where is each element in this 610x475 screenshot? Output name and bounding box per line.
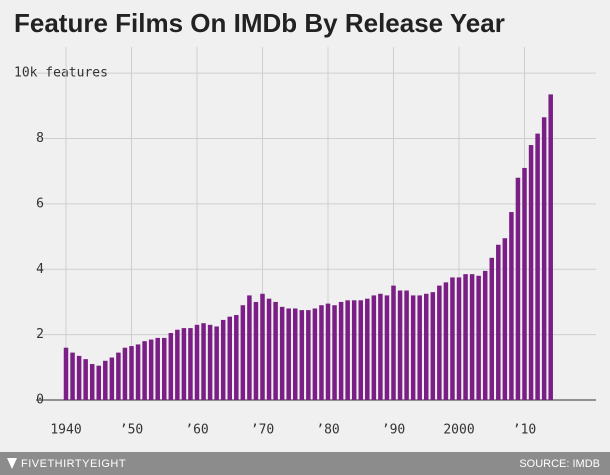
bar (188, 328, 193, 400)
bar (89, 364, 95, 400)
bar (430, 292, 436, 400)
bar (129, 346, 134, 400)
bar (489, 257, 494, 400)
bar (162, 337, 167, 400)
bar (135, 344, 141, 400)
bar (201, 323, 206, 400)
bar (391, 285, 396, 400)
logo (7, 458, 17, 469)
x-tick-label: ’10 (513, 423, 536, 438)
x-tick-label: ’80 (316, 423, 339, 438)
bar (345, 300, 350, 400)
bar (338, 301, 344, 400)
x-tick-label: 2000 (443, 423, 474, 438)
bar (378, 293, 383, 400)
bar (437, 285, 442, 400)
bar (410, 295, 416, 400)
bar (306, 310, 311, 400)
y-tick-label: 10k features (14, 66, 108, 81)
bar (469, 274, 475, 400)
bar (509, 212, 514, 400)
bar (365, 298, 370, 400)
x-tick-label: ’50 (120, 423, 143, 438)
bar (227, 316, 232, 400)
bar (456, 277, 462, 400)
bar (535, 133, 540, 401)
bar (116, 352, 121, 400)
bar (548, 94, 553, 400)
bar (332, 305, 337, 400)
bar (63, 347, 69, 400)
bar (463, 274, 468, 400)
y-tick-label: 4 (36, 262, 44, 277)
bar (240, 305, 246, 400)
bar (299, 310, 305, 400)
x-tick-label: ’90 (382, 423, 405, 438)
bar (351, 300, 357, 400)
bar (109, 357, 115, 400)
bar (325, 303, 331, 400)
bar (142, 341, 147, 400)
bar (214, 326, 219, 400)
bar (220, 319, 226, 400)
chart-title: Feature Films On IMDb By Release Year (14, 8, 505, 38)
bar (207, 324, 213, 400)
bar (181, 328, 187, 400)
x-tick-label: ’70 (251, 423, 274, 438)
bar (528, 145, 534, 400)
bar (279, 306, 285, 400)
bar (175, 329, 180, 400)
bar (76, 355, 82, 400)
bar (273, 301, 278, 400)
bar (293, 308, 298, 400)
bar (404, 290, 409, 400)
bar (96, 365, 101, 400)
y-tick-label: 2 (36, 327, 44, 342)
bar (397, 290, 403, 400)
bar (312, 308, 318, 400)
bar (234, 315, 239, 400)
bar (266, 298, 272, 400)
bar (522, 167, 527, 400)
source: SOURCE: IMDB (519, 458, 600, 470)
bar (417, 295, 422, 400)
bar (247, 295, 252, 400)
bar (155, 337, 160, 400)
bar (541, 117, 547, 401)
bar (450, 277, 455, 400)
bar (482, 270, 488, 400)
bar (443, 282, 449, 400)
bar (371, 295, 377, 400)
bar (253, 301, 259, 400)
bar (358, 300, 363, 400)
brand: FIVETHIRTYEIGHT (21, 458, 126, 470)
bar (496, 244, 501, 400)
bar (194, 324, 200, 400)
bar (476, 275, 481, 400)
bar (103, 360, 108, 400)
y-tick-label: 0 (36, 393, 44, 408)
bar (122, 347, 128, 400)
x-tick-label: ’60 (185, 423, 208, 438)
footer (0, 452, 610, 475)
bar (70, 352, 75, 400)
bar (384, 295, 390, 400)
bar (286, 308, 291, 400)
bar (515, 177, 521, 400)
bar (168, 332, 174, 400)
x-tick-label: 1940 (50, 423, 81, 438)
bar (83, 359, 88, 400)
bar (424, 293, 429, 400)
bar (148, 339, 154, 400)
bar (502, 238, 508, 400)
y-tick-label: 8 (36, 131, 44, 146)
y-tick-label: 6 (36, 196, 44, 211)
bar (319, 305, 324, 400)
bar (260, 293, 265, 400)
